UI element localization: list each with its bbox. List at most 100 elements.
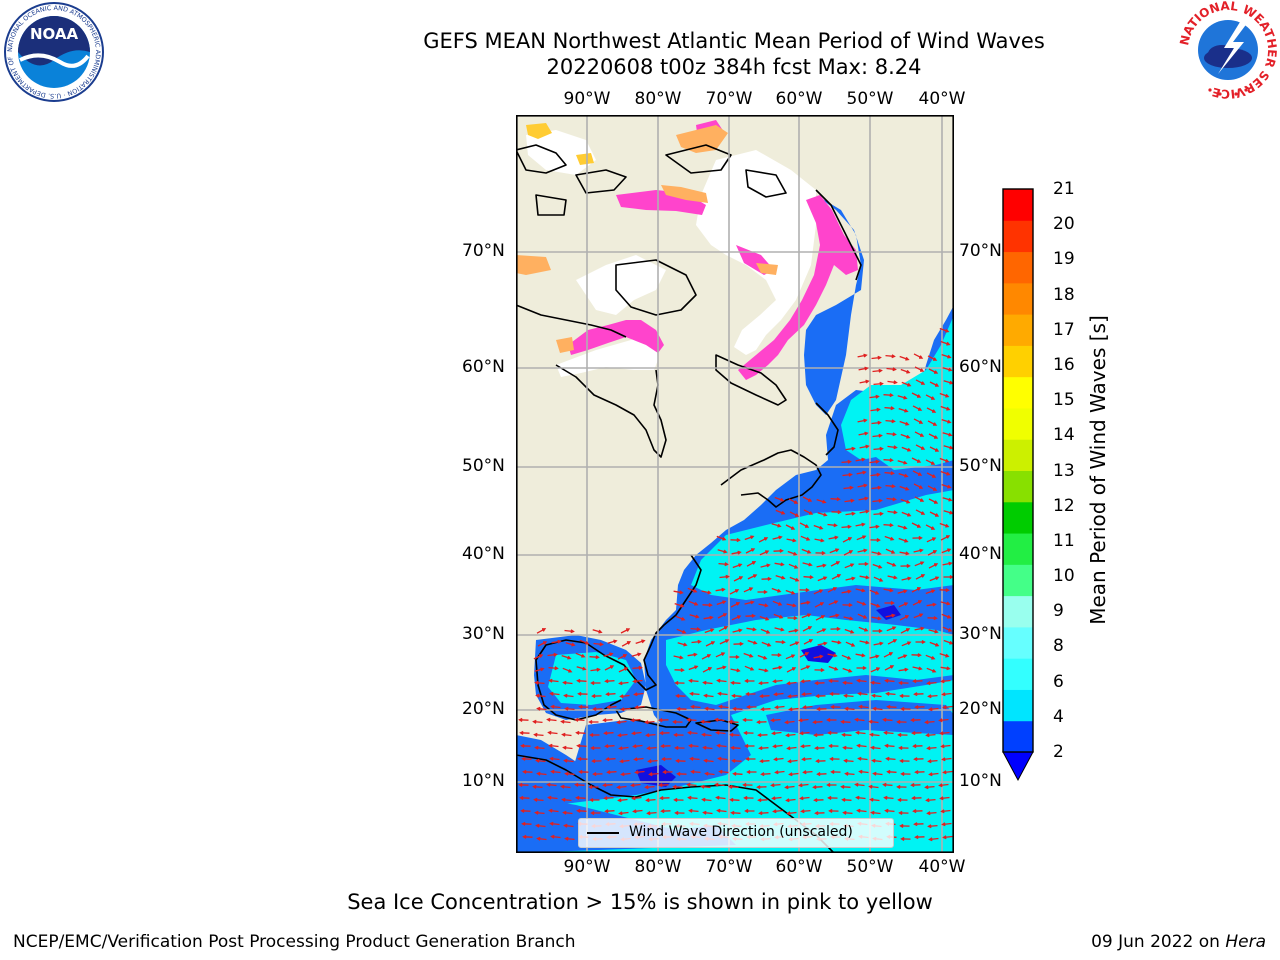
wind-wave-arrow [787, 759, 798, 764]
wind-wave-arrow [630, 783, 641, 788]
wind-wave-arrow [618, 746, 629, 751]
nws-logo: NATIONAL WEATHER SERVICE [1178, 0, 1278, 100]
wind-wave-arrow [788, 707, 799, 712]
wind-wave-arrow [928, 707, 939, 712]
wind-wave-arrow [547, 795, 558, 800]
wind-wave-arrow [718, 769, 729, 774]
wind-wave-arrow [943, 510, 954, 515]
wind-wave-arrow [673, 797, 684, 802]
wind-wave-arrow [870, 538, 881, 543]
wind-wave-arrow [873, 446, 884, 451]
wind-wave-arrow [645, 733, 656, 738]
colorbar-cell [1003, 564, 1033, 597]
lat-label-right: 10°N [959, 771, 1002, 791]
colorbar-cell [1003, 376, 1033, 409]
wind-wave-arrow [939, 392, 950, 398]
wind-wave-arrow [677, 642, 688, 647]
colorbar-tick-label: 4 [1053, 706, 1064, 727]
wind-wave-arrow [915, 640, 926, 644]
wind-wave-arrow [688, 808, 699, 813]
wind-wave-arrow [940, 405, 951, 411]
wind-wave-arrow [660, 809, 671, 814]
wind-wave-arrow [829, 756, 840, 761]
lon-label-top: 70°W [705, 89, 753, 109]
footer-left: NCEP/EMC/Verification Post Processing Pr… [13, 932, 576, 952]
wind-wave-arrow [883, 523, 894, 528]
wind-wave-arrow [547, 730, 558, 735]
lat-label-left: 60°N [462, 357, 505, 377]
wind-wave-arrow [814, 681, 825, 686]
wind-wave-arrow [817, 512, 828, 517]
wind-wave-arrow [578, 704, 589, 709]
colorbar-tick-label: 14 [1053, 425, 1075, 446]
wind-wave-arrow [873, 576, 884, 582]
wind-wave-arrow [843, 693, 854, 698]
wind-wave-arrow [785, 654, 796, 660]
wind-wave-arrow [943, 639, 954, 645]
wind-wave-arrow [733, 641, 744, 646]
colorbar-tick-label: 6 [1053, 671, 1064, 692]
wind-wave-arrow [687, 730, 698, 735]
wind-wave-arrow [940, 601, 951, 606]
wind-wave-arrow [830, 704, 841, 709]
colorbar-tick-label: 20 [1053, 214, 1075, 235]
wind-wave-arrow [714, 717, 725, 722]
wind-wave-arrow [857, 483, 868, 488]
wind-wave-arrow [858, 496, 869, 501]
ice-edge-hudson [568, 320, 664, 355]
wind-wave-arrow [702, 810, 713, 815]
wind-wave-arrow [715, 652, 726, 658]
wind-wave-arrow [816, 772, 827, 777]
wind-wave-arrow [927, 355, 938, 361]
wind-wave-arrow [758, 537, 769, 543]
wind-wave-arrow [772, 679, 783, 684]
wind-wave-arrow [774, 627, 785, 632]
wind-wave-arrow [910, 718, 921, 723]
wind-wave-arrow [690, 704, 701, 709]
wind-wave-arrow [914, 561, 925, 567]
wind-wave-arrow [575, 652, 586, 658]
wind-wave-arrow [859, 379, 870, 384]
wind-wave-arrow [787, 616, 798, 621]
wind-wave-arrow [634, 770, 645, 775]
wind-wave-arrow [686, 782, 697, 787]
wind-wave-arrow [785, 524, 796, 530]
wind-wave-arrow [842, 667, 853, 673]
wind-wave-arrow [940, 666, 951, 671]
wind-wave-arrow [773, 692, 784, 697]
wind-wave-arrow [534, 745, 545, 750]
wind-wave-arrow [703, 758, 714, 763]
wind-wave-arrow [536, 836, 547, 841]
wind-wave-arrow [939, 327, 950, 333]
wind-wave-arrow [882, 782, 893, 787]
wind-wave-arrow [743, 730, 754, 735]
wind-wave-arrow [887, 575, 898, 580]
wind-wave-arrow [871, 420, 882, 425]
map-panel [516, 115, 954, 853]
wind-wave-arrow [868, 784, 879, 789]
wind-wave-arrow [914, 770, 925, 775]
wind-wave-arrow [746, 770, 757, 774]
wind-wave-arrow [757, 590, 768, 594]
wind-wave-arrow [646, 811, 657, 816]
wind-wave-arrow [897, 589, 908, 594]
wind-wave-arrow [869, 524, 880, 529]
wind-wave-arrow [859, 640, 870, 645]
wind-wave-arrow [842, 603, 853, 608]
wind-wave-arrow [689, 614, 700, 619]
wind-wave-arrow [603, 652, 614, 658]
wind-wave-arrow [673, 732, 684, 737]
colorbar-cell [1003, 658, 1033, 690]
wind-wave-arrow [729, 655, 740, 659]
wind-wave-arrow [813, 589, 824, 595]
colorbar-cell [1003, 189, 1033, 221]
wind-wave-arrow [830, 626, 841, 631]
wind-wave-arrow [926, 811, 937, 816]
wind-wave-arrow [901, 381, 912, 387]
lon-label-bottom: 40°W [918, 857, 966, 877]
wind-wave-arrow [774, 496, 785, 502]
wind-wave-arrow [802, 770, 813, 775]
wind-wave-arrow [647, 759, 658, 764]
wind-wave-arrow [579, 639, 590, 645]
wind-wave-arrow [939, 652, 950, 658]
